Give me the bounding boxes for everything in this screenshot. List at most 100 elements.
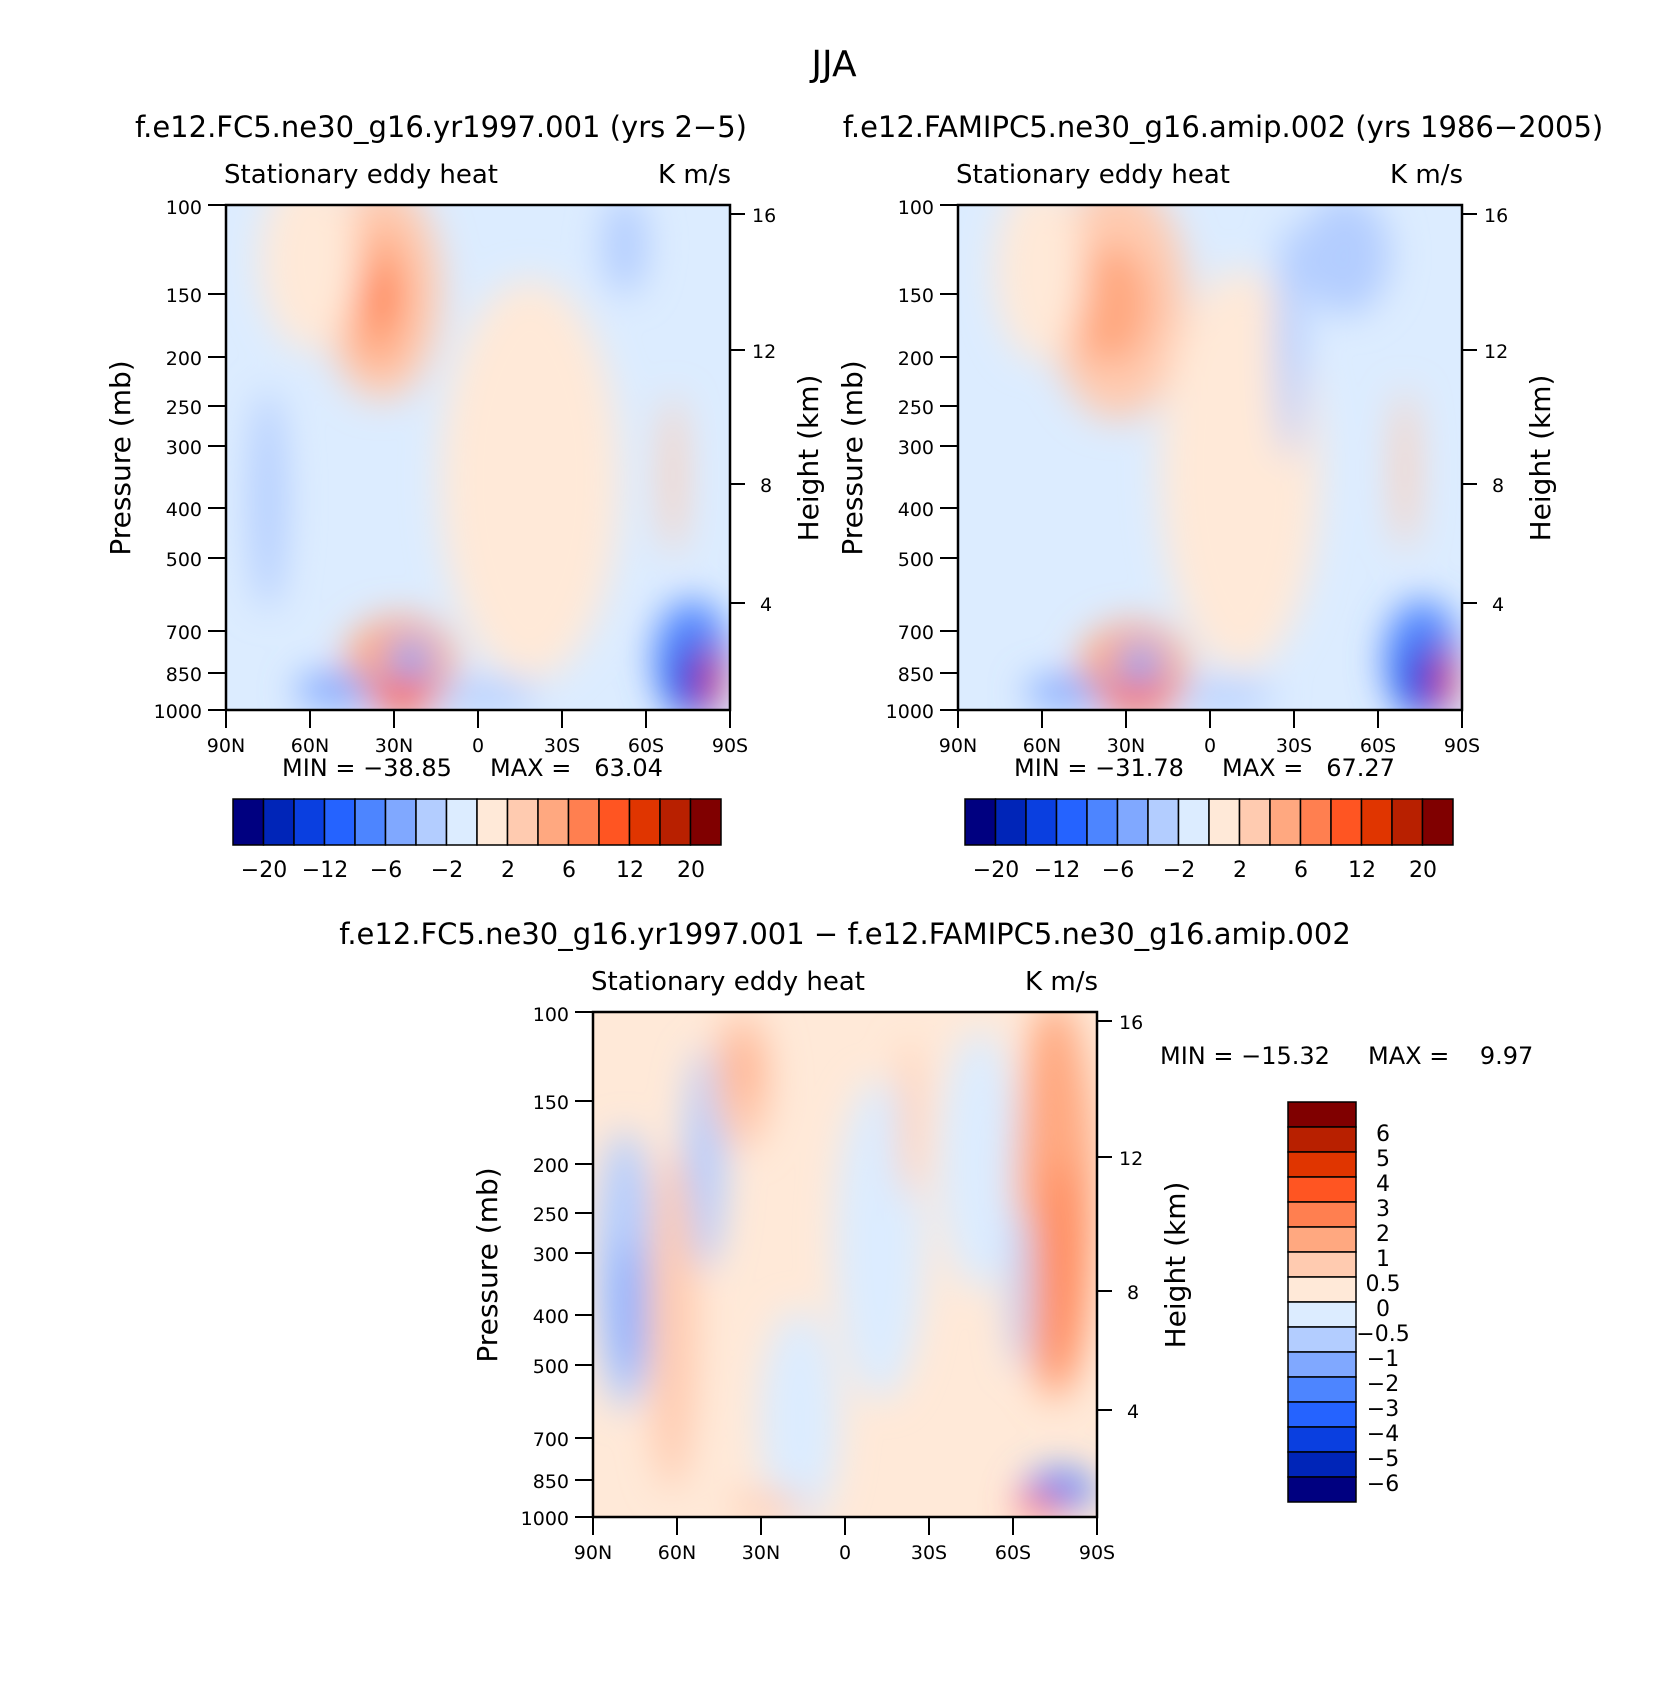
y-tick-label: 850: [898, 664, 934, 686]
colorbar-label: 0: [1376, 1297, 1390, 1322]
colorbar-swatch: [1287, 1426, 1357, 1453]
colorbar-label: −6: [1102, 858, 1134, 883]
colorbar-swatch: [1299, 798, 1332, 846]
y-tick-label: 250: [898, 397, 934, 419]
y-tick-label: 150: [898, 285, 934, 307]
panel-subtitle-right: K m/s: [1025, 967, 1098, 997]
x-tick-label: 60N: [658, 1542, 696, 1564]
colorbar-label: 5: [1376, 1147, 1390, 1172]
colorbar-swatch: [1391, 798, 1424, 846]
x-tick-label: 60S: [1360, 735, 1396, 757]
y-tick-label: 200: [898, 348, 934, 370]
x-tick-label: 30S: [1276, 735, 1312, 757]
min-label: MIN = −15.32: [1160, 1042, 1330, 1070]
y-axis-left: 100 150 200 250 300 400 500 700 850 1000…: [836, 197, 958, 723]
panel-top-left: f.e12.FC5.ne30_g16.yr1997.001 (yrs 2−5) …: [104, 110, 825, 883]
colorbar-label: 20: [1409, 858, 1437, 883]
x-tick-label: 0: [839, 1542, 851, 1564]
colorbar-swatch: [506, 798, 539, 846]
y-tick-label: 1000: [154, 701, 202, 723]
colorbar-swatch: [262, 798, 295, 846]
x-tick-label: 30S: [911, 1542, 947, 1564]
colorbar-swatch: [1287, 1151, 1357, 1178]
colorbar-swatch: [1147, 798, 1180, 846]
y-tick-label: 300: [533, 1244, 569, 1266]
panel-subtitle-left: Stationary eddy heat: [224, 160, 498, 190]
y-tick-label: 250: [533, 1204, 569, 1226]
colorbar-swatch: [354, 798, 387, 846]
colorbar-swatch: [445, 798, 478, 846]
y-tick-label: 300: [166, 437, 202, 459]
colorbar-swatch: [1055, 798, 1088, 846]
colorbar-swatch: [1287, 1251, 1357, 1278]
colorbar-label: 2: [1233, 858, 1247, 883]
colorbar-label: −20: [973, 858, 1019, 883]
y-right-tick-label: 16: [1484, 205, 1508, 227]
y-right-tick-label: 12: [1484, 341, 1508, 363]
colorbar-swatch: [1287, 1301, 1357, 1328]
x-tick-label: 60N: [1023, 735, 1061, 757]
min-label: MIN = −31.78: [1014, 754, 1184, 782]
y-tick-label: 250: [166, 397, 202, 419]
x-tick-label: 90N: [207, 735, 245, 757]
max-label: MAX = 63.04: [490, 754, 663, 782]
colorbar-label: 12: [1348, 858, 1376, 883]
colorbar-swatch: [537, 798, 570, 846]
y-tick-label: 400: [166, 499, 202, 521]
x-tick-label: 60S: [995, 1542, 1031, 1564]
colorbar-label: 6: [1376, 1122, 1390, 1147]
y-tick-label: 100: [166, 197, 202, 219]
colorbar-swatch: [1269, 798, 1302, 846]
colorbar-label: −6: [1367, 1472, 1399, 1497]
y-right-tick-label: 12: [1119, 1148, 1143, 1170]
colorbar-swatch: [476, 798, 509, 846]
panel-subtitle-right: K m/s: [1390, 160, 1463, 190]
y-axis-left: 100 150 200 250 300 400 500 700 850 1000…: [471, 1004, 593, 1530]
y-tick-label: 700: [533, 1429, 569, 1451]
x-tick-label: 0: [472, 735, 484, 757]
colorbar-swatch: [293, 798, 326, 846]
y-tick-label: 850: [533, 1471, 569, 1493]
colorbar: [964, 798, 1454, 846]
y-axis-right: 16 12 8 4 Height (km): [730, 205, 825, 616]
max-label: MAX = 9.97: [1368, 1042, 1533, 1070]
y-right-axis-label: Height (km): [1524, 375, 1557, 542]
y-tick-label: 700: [166, 622, 202, 644]
colorbar-label: 0.5: [1366, 1272, 1401, 1297]
y-tick-label: 1000: [521, 1508, 569, 1530]
colorbar-swatch: [567, 798, 600, 846]
x-tick-label: 30N: [375, 735, 413, 757]
panel-bottom: f.e12.FC5.ne30_g16.yr1997.001 − f.e12.FA…: [339, 917, 1533, 1564]
colorbar-label: −2: [431, 858, 463, 883]
y-axis-label: Pressure (mb): [471, 1167, 504, 1362]
y-tick-label: 150: [533, 1092, 569, 1114]
plot-area: [956, 203, 1464, 712]
colorbar-swatch: [1287, 1101, 1357, 1128]
panel-title: f.e12.FAMIPC5.ne30_g16.amip.002 (yrs 198…: [843, 110, 1604, 144]
y-right-tick-label: 8: [760, 475, 772, 497]
colorbar-swatch: [1287, 1201, 1357, 1228]
colorbar-label: −4: [1367, 1422, 1399, 1447]
colorbar-swatch: [1177, 798, 1210, 846]
colorbar-label: −6: [370, 858, 402, 883]
colorbar-label: 1: [1376, 1247, 1390, 1272]
y-tick-label: 100: [898, 197, 934, 219]
colorbar-swatch: [1330, 798, 1363, 846]
panel-title: f.e12.FC5.ne30_g16.yr1997.001 (yrs 2−5): [135, 110, 747, 144]
x-tick-label: 90N: [574, 1542, 612, 1564]
colorbar-swatch: [1287, 1401, 1357, 1428]
colorbar-label: 20: [677, 858, 705, 883]
plot-area: [224, 203, 732, 712]
colorbar-label: −20: [241, 858, 287, 883]
y-axis-label: Pressure (mb): [104, 360, 137, 555]
y-right-tick-label: 4: [760, 594, 772, 616]
colorbar-swatch: [384, 798, 417, 846]
colorbar-swatch: [994, 798, 1027, 846]
x-tick-label: 30S: [544, 735, 580, 757]
y-tick-label: 100: [533, 1004, 569, 1026]
colorbar-label: −3: [1367, 1397, 1399, 1422]
panel-top-right: f.e12.FAMIPC5.ne30_g16.amip.002 (yrs 198…: [836, 110, 1603, 883]
y-tick-label: 1000: [886, 701, 934, 723]
colorbar: [232, 798, 722, 846]
x-tick-label: 0: [1204, 735, 1216, 757]
